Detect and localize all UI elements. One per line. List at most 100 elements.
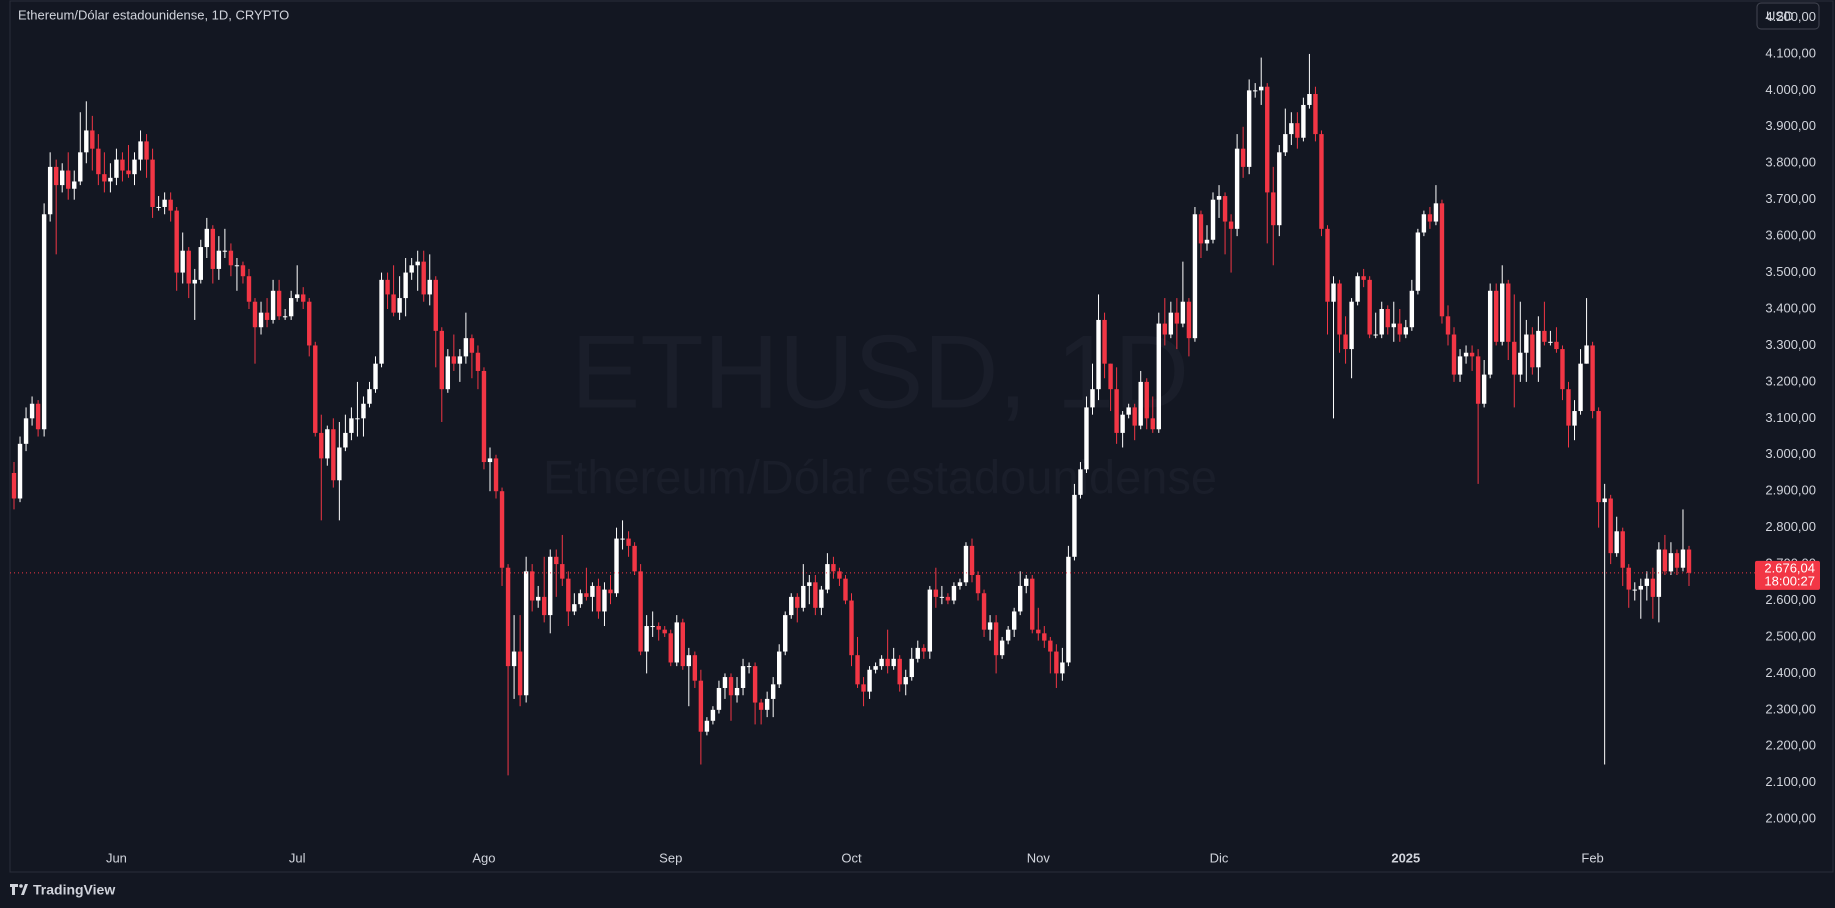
candle-body <box>1277 152 1282 226</box>
y-tick-label: 2.600,00 <box>1765 592 1816 607</box>
candle-body <box>831 564 836 572</box>
candle-body <box>897 658 902 685</box>
x-tick-label: 2025 <box>1391 850 1420 865</box>
candle-body <box>1626 567 1631 590</box>
chart-title: Ethereum/Dólar estadounidense, 1D, CRYPT… <box>18 7 289 22</box>
candle-body <box>1283 134 1288 153</box>
candle-body <box>523 571 529 696</box>
currency-button[interactable] <box>1756 2 1820 30</box>
candle-body <box>1548 341 1553 343</box>
candle-body <box>84 130 89 153</box>
candle-body <box>614 538 619 594</box>
y-tick-label: 2.100,00 <box>1765 774 1816 789</box>
candle-body <box>861 684 866 692</box>
candle-body <box>1186 301 1192 339</box>
candle-body <box>1108 363 1113 390</box>
candle-body <box>746 666 752 668</box>
candle-body <box>554 556 559 565</box>
candle-body <box>433 279 438 331</box>
candle-body <box>1578 363 1583 412</box>
candle-body <box>915 647 920 659</box>
candle-body <box>1192 214 1198 339</box>
candle-body <box>1114 389 1119 433</box>
candle-body <box>1379 309 1384 335</box>
y-tick-label: 3.500,00 <box>1765 264 1816 279</box>
y-tick-label: 3.400,00 <box>1765 300 1816 315</box>
candle-body <box>1403 327 1409 335</box>
candle-body <box>108 177 113 182</box>
candle-body <box>722 677 728 688</box>
y-tick-label: 2.000,00 <box>1765 811 1816 826</box>
candle-body <box>1054 651 1059 674</box>
candle-body <box>29 403 35 419</box>
candle-body <box>337 447 342 481</box>
candle-body <box>258 312 264 328</box>
candle-body <box>228 250 234 266</box>
x-tick-label: Jun <box>106 850 127 865</box>
candle-body <box>1319 134 1324 229</box>
candle-body <box>885 658 890 667</box>
candle-body <box>487 458 493 463</box>
candle-body <box>1451 334 1457 375</box>
candle-body <box>252 301 258 328</box>
candle-body <box>162 199 167 207</box>
candle-body <box>891 658 896 667</box>
candle-body <box>789 596 794 616</box>
last-price-label: 2.676,04 <box>1764 560 1815 575</box>
candle-body <box>1662 549 1668 572</box>
currency-label[interactable]: USD <box>1766 8 1793 23</box>
candle-body <box>361 403 366 419</box>
candle-body <box>1668 553 1674 572</box>
candle-body <box>499 491 505 568</box>
candle-body <box>1144 381 1149 419</box>
candle-body <box>945 596 951 601</box>
candle-body <box>1355 276 1360 302</box>
candle-body <box>421 261 426 295</box>
candle-body <box>1572 411 1577 426</box>
candle-body <box>138 141 143 160</box>
candle-body <box>602 589 607 612</box>
candle-body <box>1325 228 1330 302</box>
candle-body <box>1126 407 1131 415</box>
candle-body <box>535 596 541 601</box>
candle-body <box>174 210 179 273</box>
candle-body <box>1156 323 1161 430</box>
candle-body <box>1463 352 1469 357</box>
candle-body <box>1011 611 1017 630</box>
candle-body <box>1204 239 1210 244</box>
candle-body <box>692 655 698 681</box>
candle-body <box>686 655 692 667</box>
candle-body <box>879 658 884 667</box>
candle-body <box>1042 633 1047 641</box>
candle-body <box>210 228 216 269</box>
candle-body <box>1391 323 1396 328</box>
y-tick-label: 2.500,00 <box>1765 628 1816 643</box>
candle-body <box>469 338 475 353</box>
y-tick-label: 2.300,00 <box>1765 701 1816 716</box>
candle-body <box>813 582 818 608</box>
candle-body <box>837 571 842 579</box>
y-tick-label: 4.200,00 <box>1765 9 1816 24</box>
candle-body <box>698 680 704 732</box>
candle-body <box>114 159 119 178</box>
y-tick-label: 2.200,00 <box>1765 738 1816 753</box>
candle-body <box>53 166 59 186</box>
candle-body <box>72 181 77 189</box>
candle-body <box>1259 86 1264 91</box>
candle-body <box>427 279 432 295</box>
candle-body <box>1674 553 1680 568</box>
candle-body <box>1102 319 1107 364</box>
candle-body <box>1024 578 1029 586</box>
candle-body <box>180 250 185 273</box>
candle-body <box>397 298 402 313</box>
candle-body <box>60 170 65 186</box>
candle-body <box>90 130 95 149</box>
candle-body <box>975 575 981 594</box>
y-tick-label: 3.700,00 <box>1765 191 1816 206</box>
candle-body <box>1180 301 1186 324</box>
candle-body <box>240 265 246 277</box>
candle-body <box>1457 356 1463 375</box>
candle-body <box>548 556 553 616</box>
candle-body <box>41 214 47 430</box>
